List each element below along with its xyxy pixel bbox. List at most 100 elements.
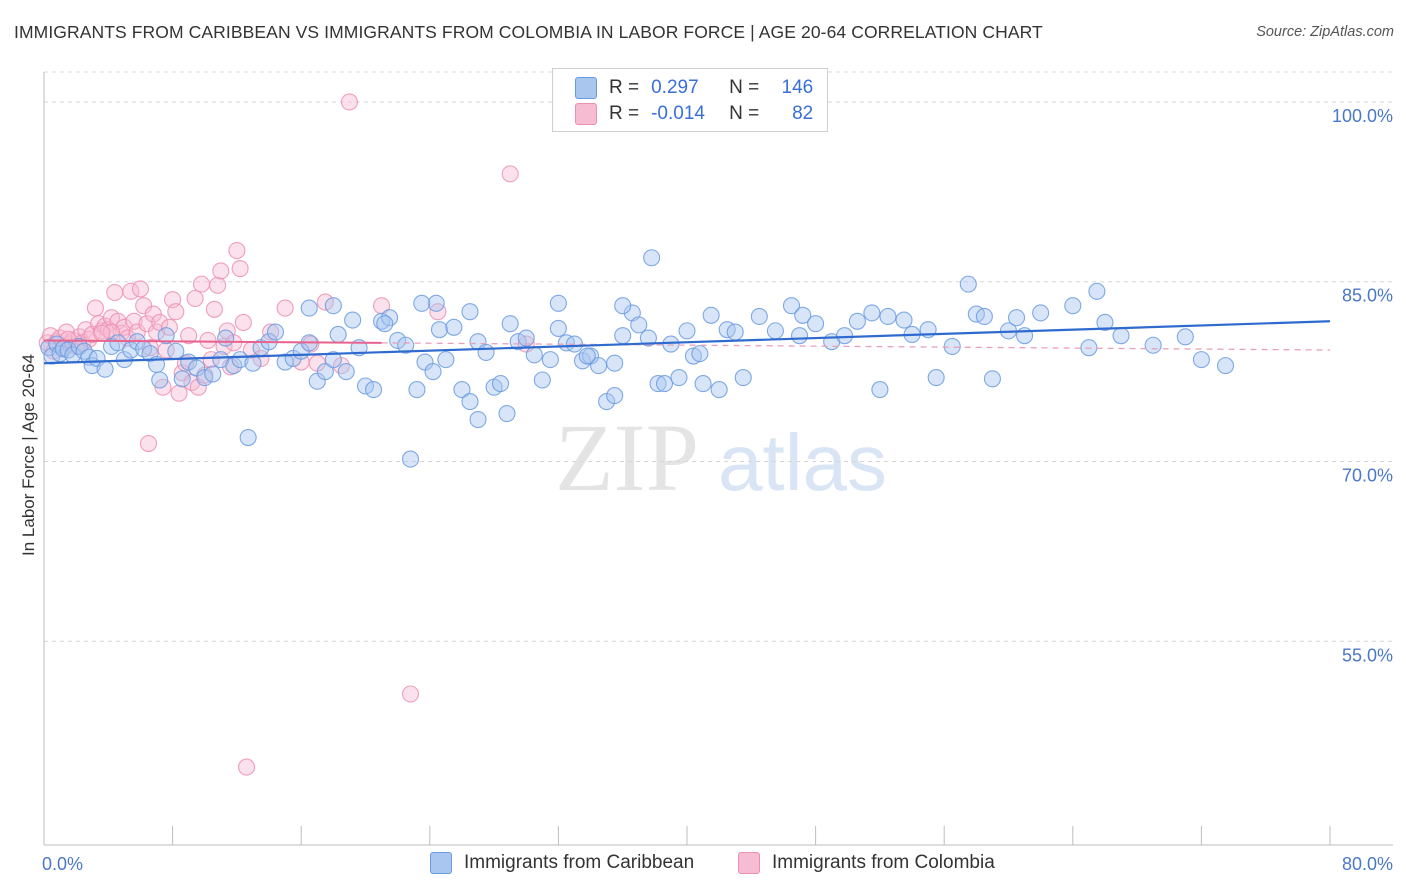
- y-tick-label-70: 70.0%: [1342, 465, 1393, 485]
- caribbean-point-22: [157, 327, 175, 345]
- caribbean-point-67: [509, 333, 527, 351]
- colombia-r-value: -0.014: [651, 103, 705, 124]
- caribbean-point-30: [217, 329, 235, 347]
- caribbean-r-value: 0.297: [651, 77, 699, 98]
- caribbean-point-98: [782, 297, 801, 315]
- caribbean-point-12: [96, 360, 114, 378]
- x-tick-label-80: 80.0%: [1342, 854, 1393, 874]
- colombia-point-61: [234, 313, 252, 332]
- y-axis-label: In Labor Force | Age 20-64: [19, 354, 38, 556]
- legend-row-colombia: R = -0.014 N = 82: [575, 102, 813, 126]
- caribbean-point-128: [239, 428, 257, 447]
- colombia-n-value: 82: [792, 103, 814, 124]
- axis-tick-labels: 55.0% 70.0% 85.0% 100.0% 0.0% 80.0%: [42, 106, 1393, 874]
- caribbean-point-54: [408, 381, 426, 399]
- caribbean-point-119: [1064, 297, 1082, 315]
- caribbean-point-138: [790, 327, 809, 345]
- caribbean-point-107: [895, 311, 913, 329]
- caribbean-point-66: [501, 315, 519, 333]
- colombia-trend-line: [43, 339, 382, 344]
- caribbean-point-105: [871, 381, 889, 399]
- caribbean-point-72: [549, 319, 567, 338]
- colombia-point-40: [167, 303, 185, 321]
- colombia-point-41: [170, 384, 188, 402]
- caribbean-point-49: [364, 381, 383, 399]
- caribbean-point-126: [1192, 351, 1210, 369]
- caribbean-point-58: [437, 351, 455, 369]
- y-tick-label-100: 100.0%: [1332, 106, 1393, 126]
- caribbean-point-43: [324, 351, 342, 369]
- colombia-point-72: [401, 685, 420, 703]
- watermark: ZIP atlas: [555, 404, 887, 511]
- caribbean-point-80: [614, 327, 632, 345]
- caribbean-point-140: [498, 405, 516, 423]
- legend-item-caribbean[interactable]: Immigrants from Caribbean: [430, 852, 694, 874]
- colombia-point-73: [237, 758, 256, 776]
- caribbean-point-69: [525, 346, 543, 364]
- caribbean-point-121: [1088, 282, 1106, 300]
- colombia-point-59: [228, 242, 246, 260]
- caribbean-point-97: [766, 322, 784, 340]
- colombia-point-48: [192, 275, 211, 293]
- caribbean-point-70: [533, 371, 551, 389]
- colombia-point-21: [106, 283, 124, 302]
- caribbean-point-57: [430, 321, 448, 339]
- caribbean-point-61: [461, 303, 479, 321]
- y-tick-label-85: 85.0%: [1342, 286, 1393, 306]
- chart-source: Source: ZipAtlas.com: [1256, 24, 1394, 40]
- colombia-point-60: [231, 259, 249, 278]
- caribbean-point-53: [397, 336, 415, 354]
- colombia-point-27: [125, 312, 143, 330]
- caribbean-point-106: [879, 307, 897, 326]
- caribbean-point-92: [710, 381, 728, 399]
- colombia-point-15: [86, 299, 104, 317]
- correlation-legend: R = 0.297 N = 146 R = -0.014 N = 82: [552, 68, 828, 132]
- caribbean-point-33: [244, 354, 262, 372]
- caribbean-point-118: [1032, 304, 1050, 322]
- n-label: N =: [729, 103, 760, 124]
- colombia-point-51: [202, 351, 220, 369]
- caribbean-point-45: [337, 363, 355, 381]
- caribbean-point-36: [266, 323, 285, 341]
- caribbean-point-135: [324, 297, 342, 315]
- caribbean-point-23: [167, 342, 185, 360]
- caribbean-point-79: [606, 354, 624, 372]
- colombia-point-52: [205, 300, 223, 318]
- caribbean-point-112: [959, 275, 977, 293]
- caribbean-point-129: [401, 450, 420, 468]
- caribbean-point-88: [678, 322, 696, 340]
- caribbean-point-94: [726, 323, 744, 341]
- colombia-point-50: [199, 331, 217, 350]
- caribbean-point-75: [573, 352, 592, 370]
- colombia-trend-extension: [381, 342, 1331, 351]
- caribbean-point-103: [848, 312, 866, 330]
- caribbean-point-28: [204, 365, 222, 383]
- colombia-point-81: [93, 324, 111, 342]
- colombia-point-74: [139, 434, 158, 453]
- legend-item-colombia[interactable]: Immigrants from Colombia: [738, 852, 995, 874]
- caribbean-point-124: [1144, 336, 1162, 354]
- caribbean-point-137: [614, 297, 632, 315]
- chart-title: IMMIGRANTS FROM CARIBBEAN VS IMMIGRANTS …: [14, 22, 1043, 42]
- colombia-point-76: [501, 165, 519, 183]
- colombia-point-65: [276, 299, 294, 317]
- caribbean-point-48: [356, 377, 375, 395]
- y-tick-label-55: 55.0%: [1342, 645, 1393, 665]
- trend-lines: [43, 320, 1331, 365]
- caribbean-legend-label: Immigrants from Caribbean: [464, 852, 695, 873]
- caribbean-point-46: [344, 311, 362, 329]
- caribbean-point-132: [469, 411, 487, 429]
- caribbean-point-87: [670, 369, 688, 387]
- colombia-point-44: [180, 327, 198, 345]
- caribbean-point-95: [734, 369, 752, 387]
- caribbean-point-136: [427, 294, 445, 312]
- caribbean-point-102: [835, 327, 854, 345]
- colombia-legend-swatch: [738, 852, 760, 874]
- caribbean-point-14: [109, 334, 127, 352]
- watermark-atlas: atlas: [718, 418, 887, 507]
- caribbean-point-52: [389, 331, 407, 350]
- caribbean-point-130: [578, 347, 596, 365]
- caribbean-point-144: [606, 387, 624, 405]
- legend-row-caribbean: R = 0.297 N = 146: [575, 76, 813, 100]
